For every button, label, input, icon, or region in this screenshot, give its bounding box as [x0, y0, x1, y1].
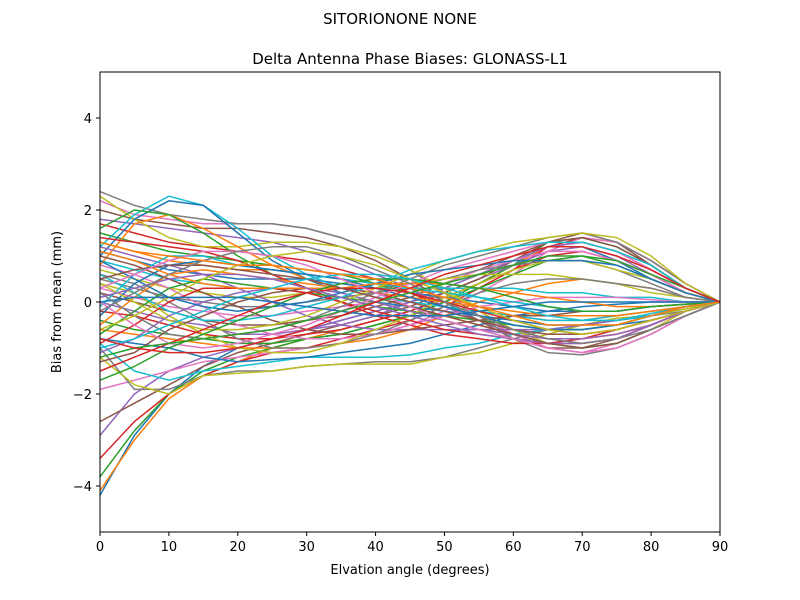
y-tick-label: −4	[73, 480, 92, 495]
x-axis-ticks: 0 10 20 30 40 50 60 70 80 90	[96, 532, 728, 555]
x-tick-label: 70	[574, 540, 591, 555]
x-tick-label: 40	[367, 540, 384, 555]
y-tick-label: 2	[84, 204, 92, 219]
series-line	[99, 241, 721, 322]
x-tick-label: 60	[505, 540, 522, 555]
series-line	[99, 296, 720, 317]
x-tick-label: 90	[712, 540, 729, 555]
series-line	[99, 301, 721, 395]
x-tick-label: 10	[161, 540, 178, 555]
x-tick-label: 0	[96, 540, 104, 555]
figure-suptitle: SITORIONONE NONE	[323, 10, 477, 28]
series-line	[99, 273, 721, 349]
series-line	[99, 259, 721, 312]
x-axis-label: Elvation angle (degrees)	[330, 563, 489, 578]
series-line	[99, 301, 720, 363]
x-tick-label: 50	[436, 540, 453, 555]
x-tick-label: 30	[298, 540, 315, 555]
series-layer	[99, 190, 721, 496]
x-tick-label: 20	[230, 540, 247, 555]
y-tick-label: 0	[84, 296, 92, 311]
chart-title: Delta Antenna Phase Biases: GLONASS-L1	[252, 50, 568, 68]
y-tick-label: −2	[73, 388, 92, 403]
y-tick-label: 4	[84, 112, 92, 127]
x-tick-label: 80	[643, 540, 660, 555]
series-line	[99, 287, 721, 354]
series-line	[99, 246, 721, 354]
y-axis-ticks: −4 −2 0 2 4	[73, 112, 100, 495]
series-line	[99, 255, 721, 358]
series-line	[99, 250, 721, 354]
y-axis-label: Bias from mean (mm)	[50, 231, 65, 373]
